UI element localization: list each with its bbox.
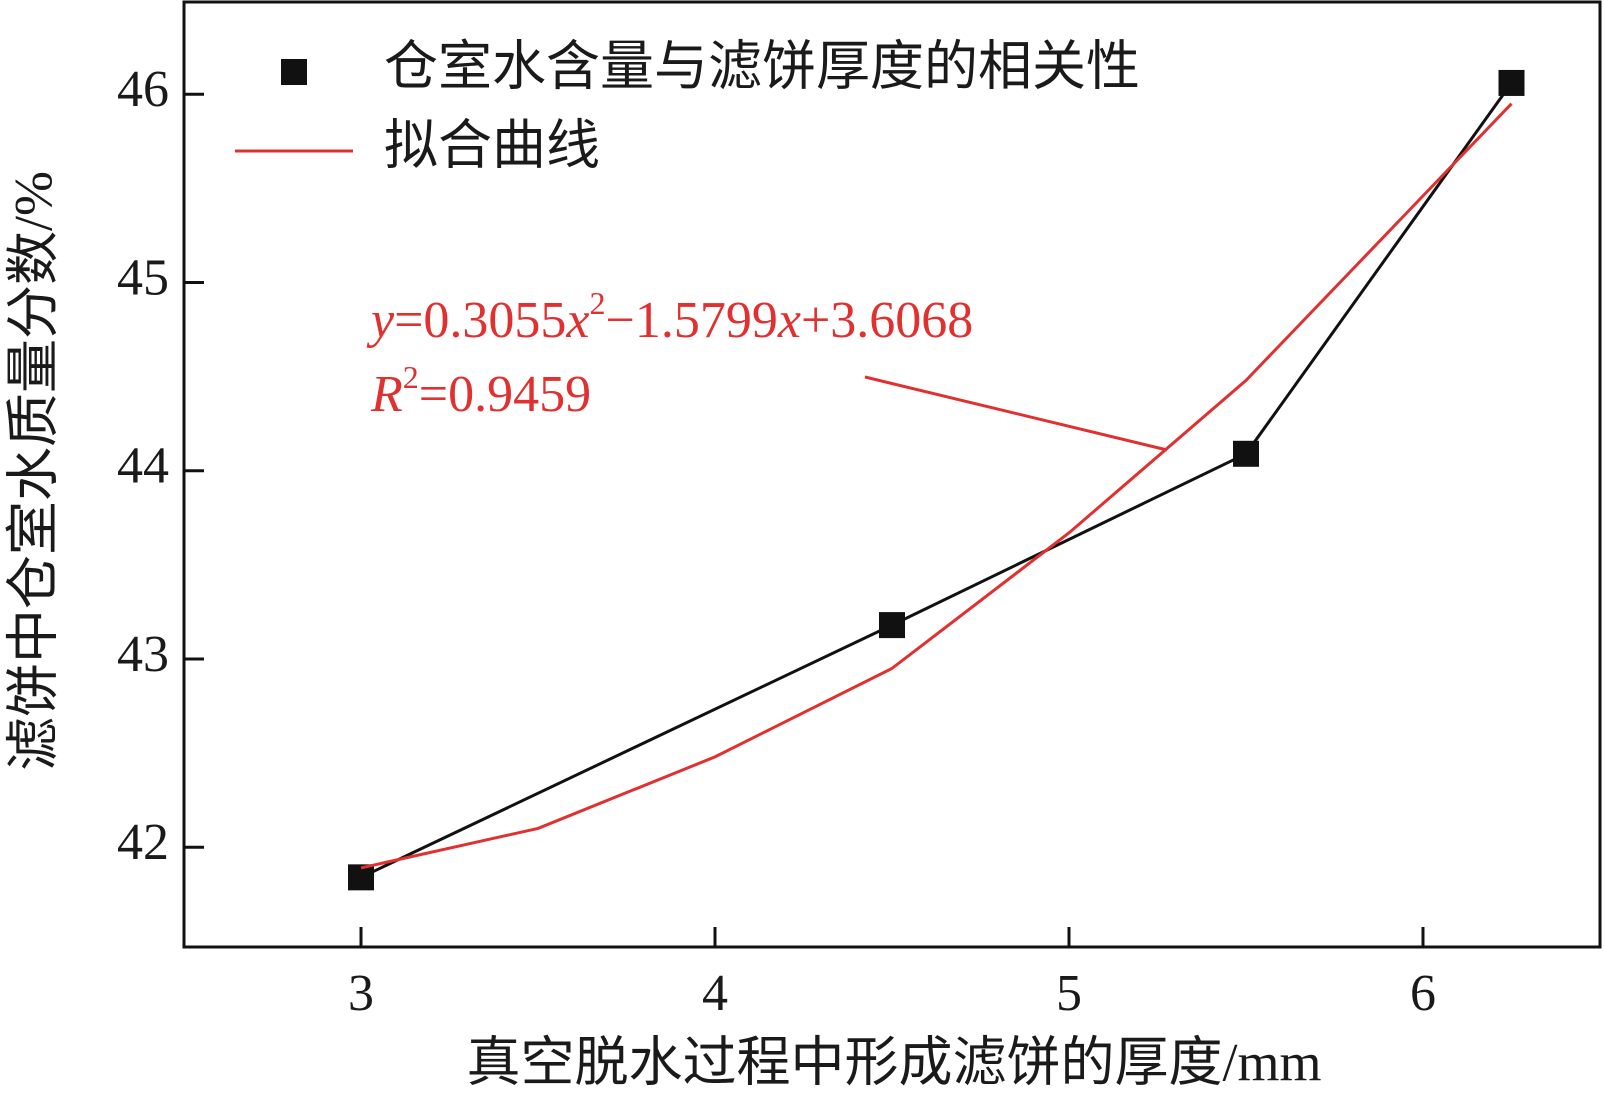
series-line bbox=[360, 82, 1513, 879]
y-tick-label: 45 bbox=[117, 249, 169, 306]
annotation-part: =0.3055 bbox=[394, 292, 566, 349]
x-tick-label: 5 bbox=[1056, 965, 1082, 1022]
annotation-part: R bbox=[370, 366, 403, 423]
x-tick-label: 3 bbox=[348, 965, 374, 1022]
annotation-part: x bbox=[565, 292, 589, 349]
legend-label: 拟合曲线 bbox=[384, 115, 600, 175]
x-axis-label: 真空脱水过程中形成滤饼的厚度/mm bbox=[466, 1032, 1321, 1092]
annotation-part: y bbox=[366, 292, 395, 349]
y-tick-label: 44 bbox=[117, 438, 169, 495]
data-point bbox=[1498, 69, 1525, 96]
annotation-part: x bbox=[777, 292, 801, 349]
plot-frame bbox=[182, 0, 1602, 949]
data-point bbox=[348, 864, 374, 891]
y-axis-label: 滤饼中仓室水质量分数/% bbox=[3, 171, 63, 771]
annotation-part: 2 bbox=[590, 285, 606, 321]
legend-marker bbox=[281, 59, 307, 85]
annotation-part: −1.5799 bbox=[606, 292, 778, 349]
data-point bbox=[879, 612, 905, 639]
series-line bbox=[360, 102, 1513, 870]
x-tick-label: 6 bbox=[1410, 965, 1436, 1022]
annotation-part: =0.9459 bbox=[419, 366, 591, 423]
annotation-leader bbox=[864, 375, 1168, 452]
annotation-part: 2 bbox=[403, 359, 419, 395]
y-tick-label: 42 bbox=[117, 814, 169, 871]
annotation-part: +3.6068 bbox=[801, 292, 973, 349]
annotation: R2=0.9459 bbox=[370, 359, 591, 423]
annotation: y=0.3055x2−1.5799x+3.6068 bbox=[366, 285, 973, 349]
x-tick-label: 4 bbox=[702, 965, 728, 1022]
legend-label: 仓室水含量与滤饼厚度的相关性 bbox=[384, 36, 1140, 96]
data-point bbox=[1233, 440, 1259, 467]
y-tick-label: 43 bbox=[117, 626, 169, 683]
y-tick-label: 46 bbox=[117, 61, 169, 118]
